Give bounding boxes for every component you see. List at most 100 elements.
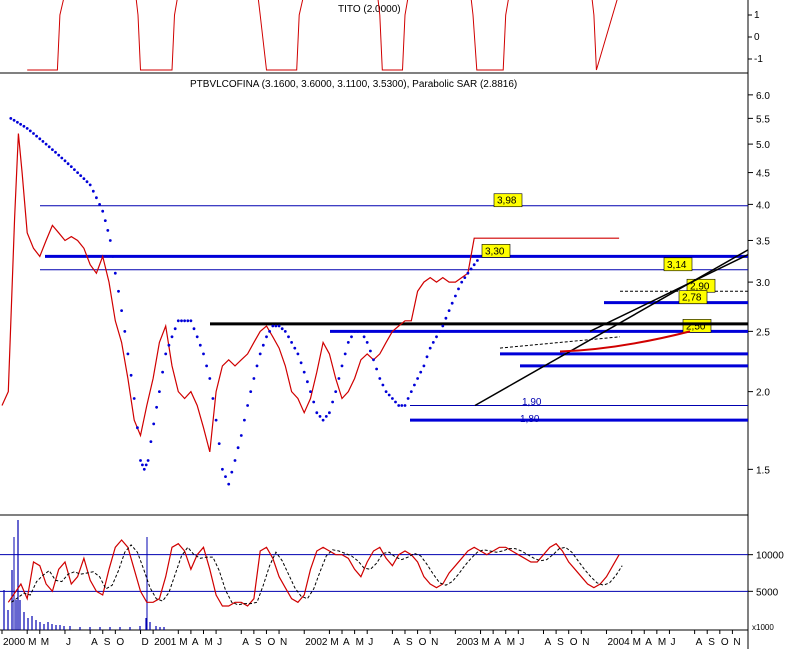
time-tick-label: M bbox=[41, 637, 49, 648]
sar-dot bbox=[391, 397, 394, 400]
level-label-box bbox=[663, 257, 693, 272]
sar-dot bbox=[198, 343, 202, 347]
sar-dot bbox=[318, 415, 322, 418]
price-tick-label: 6.0 bbox=[756, 91, 770, 102]
sar-dot bbox=[16, 120, 19, 124]
sar-dot bbox=[149, 440, 153, 443]
sar-dot bbox=[227, 482, 231, 486]
sar-dot bbox=[54, 150, 57, 154]
price-levels: 3,98 3,30 3,142,902,78 2,50 1,90 1,80 bbox=[40, 193, 748, 425]
sar-dot bbox=[183, 319, 187, 323]
level-label-box bbox=[481, 244, 511, 258]
sar-dot bbox=[35, 134, 38, 138]
sar-dot bbox=[296, 352, 300, 356]
time-tick-label: A bbox=[393, 637, 400, 648]
sar-dot bbox=[51, 148, 54, 152]
level-label: 3,14 bbox=[667, 260, 687, 271]
sar-dot bbox=[155, 405, 159, 409]
sar-dot bbox=[271, 324, 275, 328]
indicator-title: TITO (2.0000) bbox=[338, 4, 401, 15]
sar-dot bbox=[378, 377, 382, 380]
sar-dot bbox=[265, 335, 268, 339]
level-label: 1,80 bbox=[520, 414, 540, 425]
sar-dot bbox=[350, 335, 353, 339]
sar-dot bbox=[409, 390, 413, 393]
sar-dot bbox=[381, 383, 385, 387]
price-tick-label: 2.5 bbox=[756, 327, 770, 338]
time-tick-label: 2001 bbox=[154, 637, 177, 648]
sar-dot bbox=[306, 380, 309, 384]
sar-dot bbox=[447, 309, 451, 312]
oscillator-fast-line bbox=[7, 539, 620, 607]
time-tick-label: M bbox=[507, 637, 515, 648]
level-label-box bbox=[493, 193, 523, 208]
indicator-tick-label: 0 bbox=[754, 32, 760, 43]
sar-dot bbox=[57, 153, 61, 157]
sar-dot bbox=[126, 352, 130, 356]
sar-dot bbox=[444, 316, 448, 320]
time-tick-label: M bbox=[356, 637, 364, 648]
sar-dot bbox=[180, 319, 183, 323]
time-tick-label: N bbox=[280, 637, 287, 648]
sar-dot bbox=[141, 463, 144, 467]
sar-dot bbox=[123, 330, 127, 333]
sar-dot bbox=[302, 370, 306, 374]
sar-dot bbox=[9, 117, 13, 120]
sar-dot bbox=[136, 426, 139, 430]
indicator-tick-label: -1 bbox=[754, 54, 763, 65]
sar-dot bbox=[120, 309, 123, 312]
level-label: 1,90 bbox=[522, 397, 542, 408]
time-tick-label: M bbox=[633, 637, 641, 648]
sar-dot bbox=[88, 183, 92, 187]
sar-dot bbox=[98, 203, 101, 206]
sar-dot bbox=[60, 156, 64, 160]
sar-dot bbox=[261, 343, 265, 347]
sar-dot bbox=[435, 335, 438, 339]
sar-dot bbox=[340, 364, 344, 368]
time-tick-label: J bbox=[217, 637, 222, 648]
time-tick-label: M bbox=[330, 637, 338, 648]
sar-dot bbox=[460, 280, 464, 284]
sar-dot bbox=[457, 287, 460, 291]
level-label: 3,98 bbox=[497, 196, 517, 207]
level-label-box bbox=[678, 290, 708, 304]
sar-dot bbox=[268, 330, 271, 333]
sar-dot bbox=[202, 352, 205, 356]
sar-dot bbox=[293, 346, 297, 350]
sar-dot bbox=[397, 404, 401, 407]
sar-dot bbox=[76, 171, 79, 175]
sar-dot bbox=[117, 289, 120, 293]
sar-dot bbox=[142, 467, 146, 471]
time-tick-label: A bbox=[696, 637, 703, 648]
price-tick-label: 4.5 bbox=[756, 169, 770, 180]
indicator-tick-label: 1 bbox=[754, 10, 760, 21]
sar-dot bbox=[422, 364, 426, 368]
time-tick-label: A bbox=[91, 637, 98, 648]
trend-line bbox=[589, 254, 749, 333]
sar-dot bbox=[315, 411, 319, 415]
sar-dot bbox=[176, 319, 180, 323]
sar-dot bbox=[400, 404, 404, 407]
sar-dot bbox=[290, 341, 293, 344]
sar-dot bbox=[139, 459, 142, 462]
time-tick-label: M bbox=[658, 637, 666, 648]
price-tick-label: 5.5 bbox=[756, 114, 770, 125]
sar-dot bbox=[63, 159, 67, 163]
sar-dot bbox=[372, 358, 375, 362]
sar-dot bbox=[129, 373, 133, 377]
sar-dot bbox=[365, 341, 369, 344]
sar-dot bbox=[416, 377, 419, 380]
sar-dot bbox=[91, 189, 95, 193]
sar-dot bbox=[255, 364, 259, 368]
time-tick-label: 2000 bbox=[3, 637, 26, 648]
sar-dot bbox=[239, 434, 243, 437]
time-tick-label: N bbox=[582, 637, 589, 648]
time-tick-label: N bbox=[431, 637, 438, 648]
sar-dots bbox=[9, 117, 479, 486]
time-tick-label: A bbox=[545, 637, 552, 648]
sar-dot bbox=[47, 145, 51, 149]
sar-dot bbox=[375, 367, 378, 371]
sar-dot bbox=[208, 377, 212, 380]
time-tick-label: A bbox=[494, 637, 501, 648]
